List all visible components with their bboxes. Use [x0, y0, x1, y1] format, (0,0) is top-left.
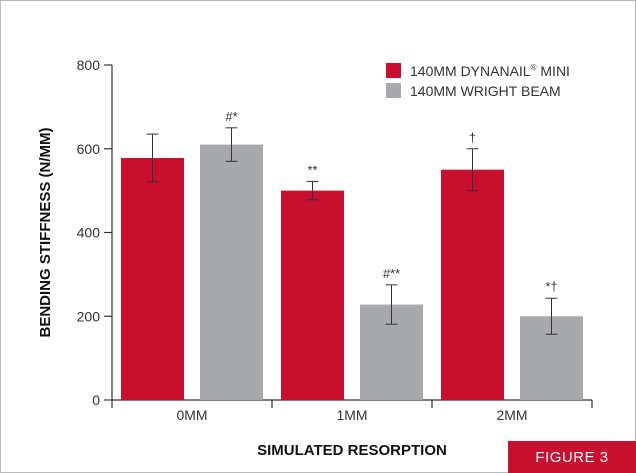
y-tick-label: 600	[77, 141, 101, 157]
y-tick-label: 400	[77, 225, 101, 241]
bar	[281, 190, 344, 400]
significance-marker: *†	[545, 279, 557, 294]
figure-label: FIGURE 3	[508, 441, 636, 473]
x-tick-label: 2MM	[496, 407, 527, 423]
x-tick-label: 1MM	[336, 407, 367, 423]
significance-marker: **	[307, 162, 317, 177]
y-tick-label: 800	[77, 57, 101, 73]
y-tick-label: 0	[92, 392, 100, 408]
bar	[441, 169, 504, 400]
bar	[121, 157, 184, 400]
significance-marker: #*	[225, 109, 237, 124]
bar	[200, 144, 263, 400]
y-tick-label: 200	[77, 308, 101, 324]
legend-swatch	[386, 63, 401, 78]
legend-label: 140MM WRIGHT BEAM	[410, 83, 561, 99]
significance-marker: #**	[383, 266, 400, 281]
legend-swatch	[386, 83, 401, 98]
x-tick-label: 0MM	[176, 407, 207, 423]
y-axis-label: BENDING STIFFNESS (N/MM)	[37, 128, 54, 338]
legend-label: 140MM DYNANAIL® MINI	[410, 63, 570, 79]
x-axis-label: SIMULATED RESORPTION	[257, 442, 447, 459]
significance-marker: †	[469, 130, 476, 145]
